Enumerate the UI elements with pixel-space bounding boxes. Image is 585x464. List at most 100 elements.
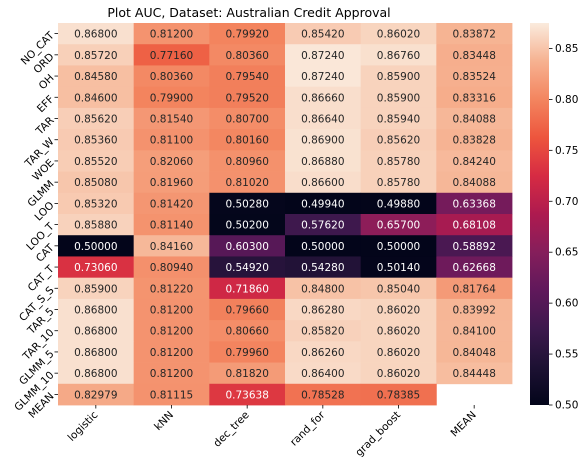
cell-value-label: 0.81020 [225, 177, 268, 189]
cell-value-label: 0.82060 [150, 156, 193, 168]
heatmap-cell [133, 44, 210, 66]
x-tick-label: rand_for [288, 409, 328, 449]
heatmap-cell [285, 256, 362, 279]
cell-value-label: 0.86880 [301, 156, 344, 168]
cell-value-label: 0.85620 [377, 135, 420, 147]
heatmap-cell [285, 86, 362, 109]
heatmap-cell [58, 277, 135, 300]
heatmap-cell [285, 362, 362, 385]
cell-value-label: 0.86600 [301, 177, 344, 189]
cell-value-label: 0.81764 [452, 283, 496, 295]
cell-value-label: 0.85900 [377, 71, 420, 83]
cell-value-label: 0.63368 [452, 198, 495, 210]
cell-value-label: 0.84100 [452, 326, 495, 338]
cell-value-label: 0.86020 [377, 305, 420, 317]
heatmap-cell [209, 214, 286, 236]
cell-value-label: 0.80940 [150, 262, 193, 274]
colorbar-tick-label: 0.55 [555, 349, 578, 361]
cell-value-label: 0.68108 [452, 220, 495, 232]
colorbar-tick-label: 0.70 [555, 196, 578, 208]
cell-value-label: 0.50140 [377, 262, 420, 274]
heatmap-cell [58, 214, 135, 236]
heatmap-cell [360, 150, 437, 172]
cell-value-label: 0.86760 [377, 50, 420, 62]
heatmap-cell [360, 341, 437, 363]
heatmap-cell [209, 341, 286, 363]
heatmap-cell [360, 86, 437, 109]
colorbar-tick-label: 0.50 [555, 400, 578, 412]
heatmap-cell [209, 107, 286, 130]
heatmap-cell [133, 341, 210, 363]
heatmap-cell [285, 23, 362, 45]
cell-value-label: 0.82979 [74, 389, 117, 401]
heatmap-cell [209, 256, 286, 279]
cell-value-label: 0.84580 [74, 71, 117, 83]
cell-value-label: 0.85940 [377, 114, 420, 126]
cell-value-label: 0.80360 [150, 71, 193, 83]
cell-value-label: 0.86260 [301, 347, 344, 359]
cell-value-label: 0.86020 [377, 29, 420, 41]
heatmap-cell [133, 171, 210, 194]
colorbar-tick-label: 0.75 [555, 145, 578, 157]
heatmap-cell [58, 86, 135, 109]
cell-value-label: 0.81115 [150, 389, 193, 401]
heatmap-cell [133, 86, 210, 109]
heatmap-cell [133, 298, 210, 321]
cell-value-label: 0.73060 [74, 262, 117, 274]
heatmap-cells: 0.86800 0.81200 0.79920 0.85420 0.86020 0.838… [58, 23, 513, 406]
heatmap-cell [58, 235, 135, 257]
heatmap-cell [436, 171, 513, 194]
heatmap-cell [209, 171, 286, 194]
cell-value-label: 0.85720 [74, 50, 117, 62]
cell-value-label: 0.81140 [150, 220, 193, 232]
cell-value-label: 0.83316 [452, 92, 496, 104]
cell-value-label: 0.50200 [225, 220, 268, 232]
cell-value-label: 0.85900 [377, 92, 420, 104]
heatmap-cell [436, 362, 513, 385]
cell-value-label: 0.50280 [225, 198, 268, 210]
heatmap-cell [209, 298, 286, 321]
heatmap-cell [209, 129, 286, 151]
cell-value-label: 0.86800 [74, 326, 117, 338]
heatmap-cell [58, 362, 135, 385]
cell-value-label: 0.81200 [150, 326, 193, 338]
cell-value-label: 0.80160 [225, 135, 268, 147]
heatmap-cell [133, 107, 210, 130]
cell-value-label: 0.49880 [377, 198, 420, 210]
heatmap-cell [360, 107, 437, 130]
cell-value-label: 0.81100 [150, 135, 193, 147]
heatmap-cell [58, 298, 135, 321]
heatmap-cell [285, 129, 362, 151]
heatmap-cell [58, 65, 135, 88]
heatmap-cell [360, 383, 437, 406]
heatmap-cell [209, 362, 286, 385]
heatmap-cell [285, 235, 362, 257]
cell-value-label: 0.85780 [377, 177, 420, 189]
cell-value-label: 0.84048 [452, 347, 495, 359]
cell-value-label: 0.83448 [452, 50, 495, 62]
cell-value-label: 0.85360 [74, 135, 117, 147]
colorbar-tick-label: 0.65 [555, 247, 578, 259]
cell-value-label: 0.86020 [377, 347, 420, 359]
colorbar-tick-label: 0.85 [555, 43, 578, 55]
cell-value-label: 0.85040 [377, 283, 420, 295]
heatmap-cell [133, 23, 210, 45]
cell-value-label: 0.87240 [301, 50, 344, 62]
cell-value-label: 0.86800 [74, 368, 117, 380]
cell-value-label: 0.65700 [377, 220, 420, 232]
heatmap-cell [133, 383, 210, 406]
heatmap-cell [58, 107, 135, 130]
heatmap-cell [360, 277, 437, 300]
cell-value-label: 0.62668 [452, 262, 495, 274]
cell-value-label: 0.71860 [225, 283, 268, 295]
cell-value-label: 0.81200 [150, 347, 193, 359]
cell-value-label: 0.86800 [74, 305, 117, 317]
heatmap-cell [133, 362, 210, 385]
cell-value-label: 0.84800 [301, 283, 344, 295]
heatmap-cell [436, 65, 513, 88]
cell-value-label: 0.58892 [452, 241, 495, 253]
cell-value-label: 0.81820 [225, 368, 268, 380]
cell-value-label: 0.83872 [452, 29, 495, 41]
cell-value-label: 0.81200 [150, 368, 193, 380]
colorbar: 0.50 0.55 0.60 0.65 0.70 0.75 0.80 0.85 [530, 23, 578, 412]
